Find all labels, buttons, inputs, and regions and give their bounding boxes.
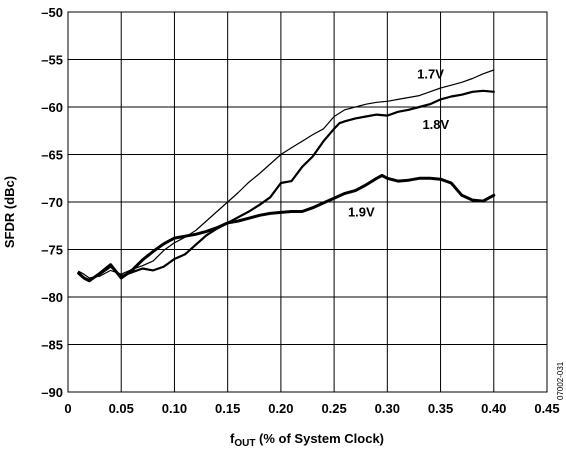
x-tick-labels: 0 0.05 0.10 0.15 0.20 0.25 0.30 0.35 0.40 0.45 xyxy=(64,401,559,416)
series-line-1-7v xyxy=(78,69,495,279)
y-tick-label: –80 xyxy=(41,290,63,305)
y-tick-label: –60 xyxy=(41,100,63,115)
series-lines xyxy=(77,69,496,283)
grid-lines xyxy=(67,11,548,393)
x-tick-label: 0.10 xyxy=(162,401,187,416)
series-label-1-8v: 1.8V xyxy=(422,117,449,132)
y-tick-label: –50 xyxy=(41,5,63,20)
x-tick-label: 0.30 xyxy=(375,401,400,416)
series-line-1-8v xyxy=(77,89,495,281)
y-tick-label: –85 xyxy=(41,338,63,353)
series-line-1-9v xyxy=(77,173,496,283)
x-tick-label: 0 xyxy=(64,401,71,416)
x-tick-label: 0.45 xyxy=(534,401,559,416)
x-axis-label: fOUT (% of System Clock) xyxy=(230,431,384,449)
x-tick-label: 0.35 xyxy=(428,401,453,416)
y-tick-label: –65 xyxy=(41,148,63,163)
x-tick-label: 0.20 xyxy=(268,401,293,416)
plot-frame xyxy=(67,11,548,393)
y-tick-label: –70 xyxy=(41,195,63,210)
y-axis-label: SFDR (dBc) xyxy=(2,176,17,248)
x-tick-label: 0.25 xyxy=(321,401,346,416)
y-tick-label: –90 xyxy=(41,385,63,400)
y-tick-label: –75 xyxy=(41,243,63,258)
series-label-1-9v: 1.9V xyxy=(348,204,375,219)
figure-code: 07002-031 xyxy=(556,361,565,400)
x-tick-label: 0.05 xyxy=(109,401,134,416)
y-tick-label: –55 xyxy=(41,53,63,68)
series-label-1-7v: 1.7V xyxy=(417,67,444,82)
x-tick-label: 0.15 xyxy=(215,401,240,416)
y-tick-labels: –90 –85 –80 –75 –70 –65 –60 –55 –50 xyxy=(41,5,63,400)
x-tick-label: 0.40 xyxy=(481,401,506,416)
